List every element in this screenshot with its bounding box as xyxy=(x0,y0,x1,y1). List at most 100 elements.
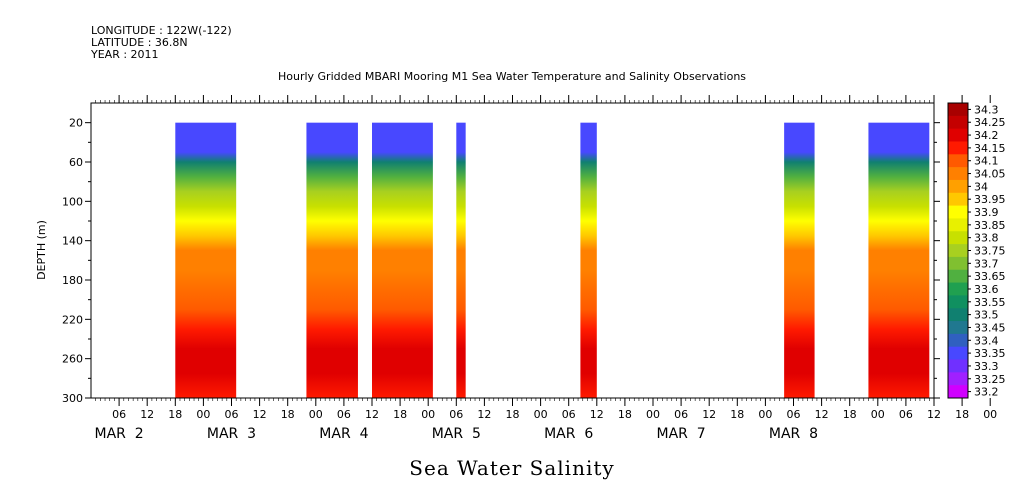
x-tick-label: 12 xyxy=(927,408,941,421)
colorbar-label: 34.3 xyxy=(974,103,999,116)
colorbar-label: 33.75 xyxy=(974,245,1006,258)
x-tick-label: 18 xyxy=(281,408,295,421)
colorbar-label: 33.2 xyxy=(974,386,999,399)
data-segment-1 xyxy=(175,122,237,399)
y-tick-label: 260 xyxy=(62,353,83,366)
colorbar-swatch xyxy=(948,256,968,271)
colorbar-swatch xyxy=(948,269,968,284)
x-tick-label: 12 xyxy=(365,408,379,421)
colorbar-label: 33.6 xyxy=(974,283,999,296)
colorbar-swatch xyxy=(948,372,968,386)
x-tick-label: 00 xyxy=(196,408,210,421)
x-tick-label: 06 xyxy=(674,408,688,421)
data-segment-3 xyxy=(372,122,433,399)
colorbar-swatch xyxy=(948,167,968,181)
x-axis-label: Sea Water Salinity xyxy=(409,456,614,480)
colorbar-label: 33.65 xyxy=(974,270,1006,283)
colorbar-swatch xyxy=(948,295,968,309)
x-tick-label: 18 xyxy=(506,408,520,421)
colorbar-swatch xyxy=(948,205,968,219)
x-tick-label: 00 xyxy=(983,408,997,421)
colorbar-label: 33.8 xyxy=(974,232,999,245)
colorbar-label: 34.05 xyxy=(974,168,1006,181)
colorbar-swatch xyxy=(948,244,968,258)
data-segment-4 xyxy=(456,122,466,399)
x-tick-label: 06 xyxy=(337,408,351,421)
colorbar-swatch xyxy=(948,333,968,348)
colorbar-swatch xyxy=(948,192,968,207)
x-tick-label: 00 xyxy=(309,408,323,421)
latitude-label: LATITUDE : 36.8N xyxy=(91,36,188,49)
x-tick-label: 12 xyxy=(815,408,829,421)
y-tick-label: 300 xyxy=(62,392,83,405)
axes: 20 60 100 140 180 220 260 300 06 12 18 00 06 12 18 00 06… xyxy=(62,95,997,442)
colorbar-label: 33.4 xyxy=(974,334,999,347)
colorbar-swatch xyxy=(948,115,968,130)
colorbar-label: 34.1 xyxy=(974,155,999,168)
x-tick-label: 12 xyxy=(590,408,604,421)
colorbar-label: 34.15 xyxy=(974,142,1006,155)
chart-title: Hourly Gridded MBARI Mooring M1 Sea Wate… xyxy=(278,70,746,83)
colorbar-swatch xyxy=(948,308,968,322)
x-tick-label: 12 xyxy=(140,408,154,421)
x-tick-label: 00 xyxy=(421,408,435,421)
x-tick-label: 18 xyxy=(843,408,857,421)
x-tick-label: 00 xyxy=(534,408,548,421)
y-tick-label: 60 xyxy=(69,156,83,169)
longitude-label: LONGITUDE : 122W(-122) xyxy=(91,24,232,37)
year-label: YEAR : 2011 xyxy=(91,48,159,61)
x-day-label: MAR 8 xyxy=(769,426,818,442)
data-segment-2 xyxy=(306,122,358,399)
x-tick-label: 00 xyxy=(646,408,660,421)
colorbar-label: 33.25 xyxy=(974,373,1006,386)
x-tick-label: 12 xyxy=(702,408,716,421)
y-tick-label: 20 xyxy=(69,117,83,130)
x-tick-label: 18 xyxy=(393,408,407,421)
x-tick-label: 18 xyxy=(168,408,182,421)
x-tick-label: 00 xyxy=(758,408,772,421)
colorbar-label: 33.55 xyxy=(974,296,1006,309)
y-tick-label: 100 xyxy=(62,195,83,208)
y-axis-label: DEPTH (m) xyxy=(35,220,48,280)
colorbar-label: 33.95 xyxy=(974,193,1006,206)
x-day-label: MAR 7 xyxy=(656,426,705,442)
colorbar-swatch xyxy=(948,231,968,245)
x-tick-label: 06 xyxy=(225,408,239,421)
colorbar-swatch xyxy=(948,385,968,399)
colorbar-swatch xyxy=(948,154,968,168)
colorbar-swatch xyxy=(948,179,968,194)
colorbar-label: 34.25 xyxy=(974,116,1006,129)
x-tick-label: 12 xyxy=(477,408,491,421)
y-tick-label: 220 xyxy=(62,313,83,326)
colorbar-label: 34 xyxy=(974,180,988,193)
colorbar-label: 33.3 xyxy=(974,360,999,373)
y-tick-label: 140 xyxy=(62,235,83,248)
x-tick-label: 06 xyxy=(449,408,463,421)
x-tick-label: 18 xyxy=(730,408,744,421)
x-tick-label: 06 xyxy=(562,408,576,421)
x-day-label: MAR 4 xyxy=(319,426,368,442)
x-day-label: MAR 6 xyxy=(544,426,593,442)
x-tick-label: 18 xyxy=(618,408,632,421)
colorbar: 34.334.2534.234.1534.134.053433.9533.933… xyxy=(947,102,1006,399)
colorbar-swatch xyxy=(948,346,968,361)
data-segment-5 xyxy=(580,122,597,399)
colorbar-label: 33.85 xyxy=(974,219,1006,232)
colorbar-swatch xyxy=(948,321,968,335)
data-segment-7 xyxy=(868,122,930,399)
x-tick-label: 00 xyxy=(871,408,885,421)
x-tick-label: 18 xyxy=(955,408,969,421)
colorbar-swatch xyxy=(948,218,968,232)
colorbar-label: 33.35 xyxy=(974,347,1006,360)
x-day-label: MAR 2 xyxy=(94,426,143,442)
y-tick-label: 180 xyxy=(62,274,83,287)
colorbar-swatch xyxy=(948,282,968,296)
x-tick-label: 06 xyxy=(112,408,126,421)
x-tick-label: 06 xyxy=(899,408,913,421)
colorbar-swatch xyxy=(948,359,968,373)
x-day-label: MAR 5 xyxy=(432,426,481,442)
colorbar-swatch xyxy=(948,103,968,117)
x-tick-label: 12 xyxy=(253,408,267,421)
colorbar-label: 34.2 xyxy=(974,129,999,142)
colorbar-label: 33.45 xyxy=(974,321,1006,334)
